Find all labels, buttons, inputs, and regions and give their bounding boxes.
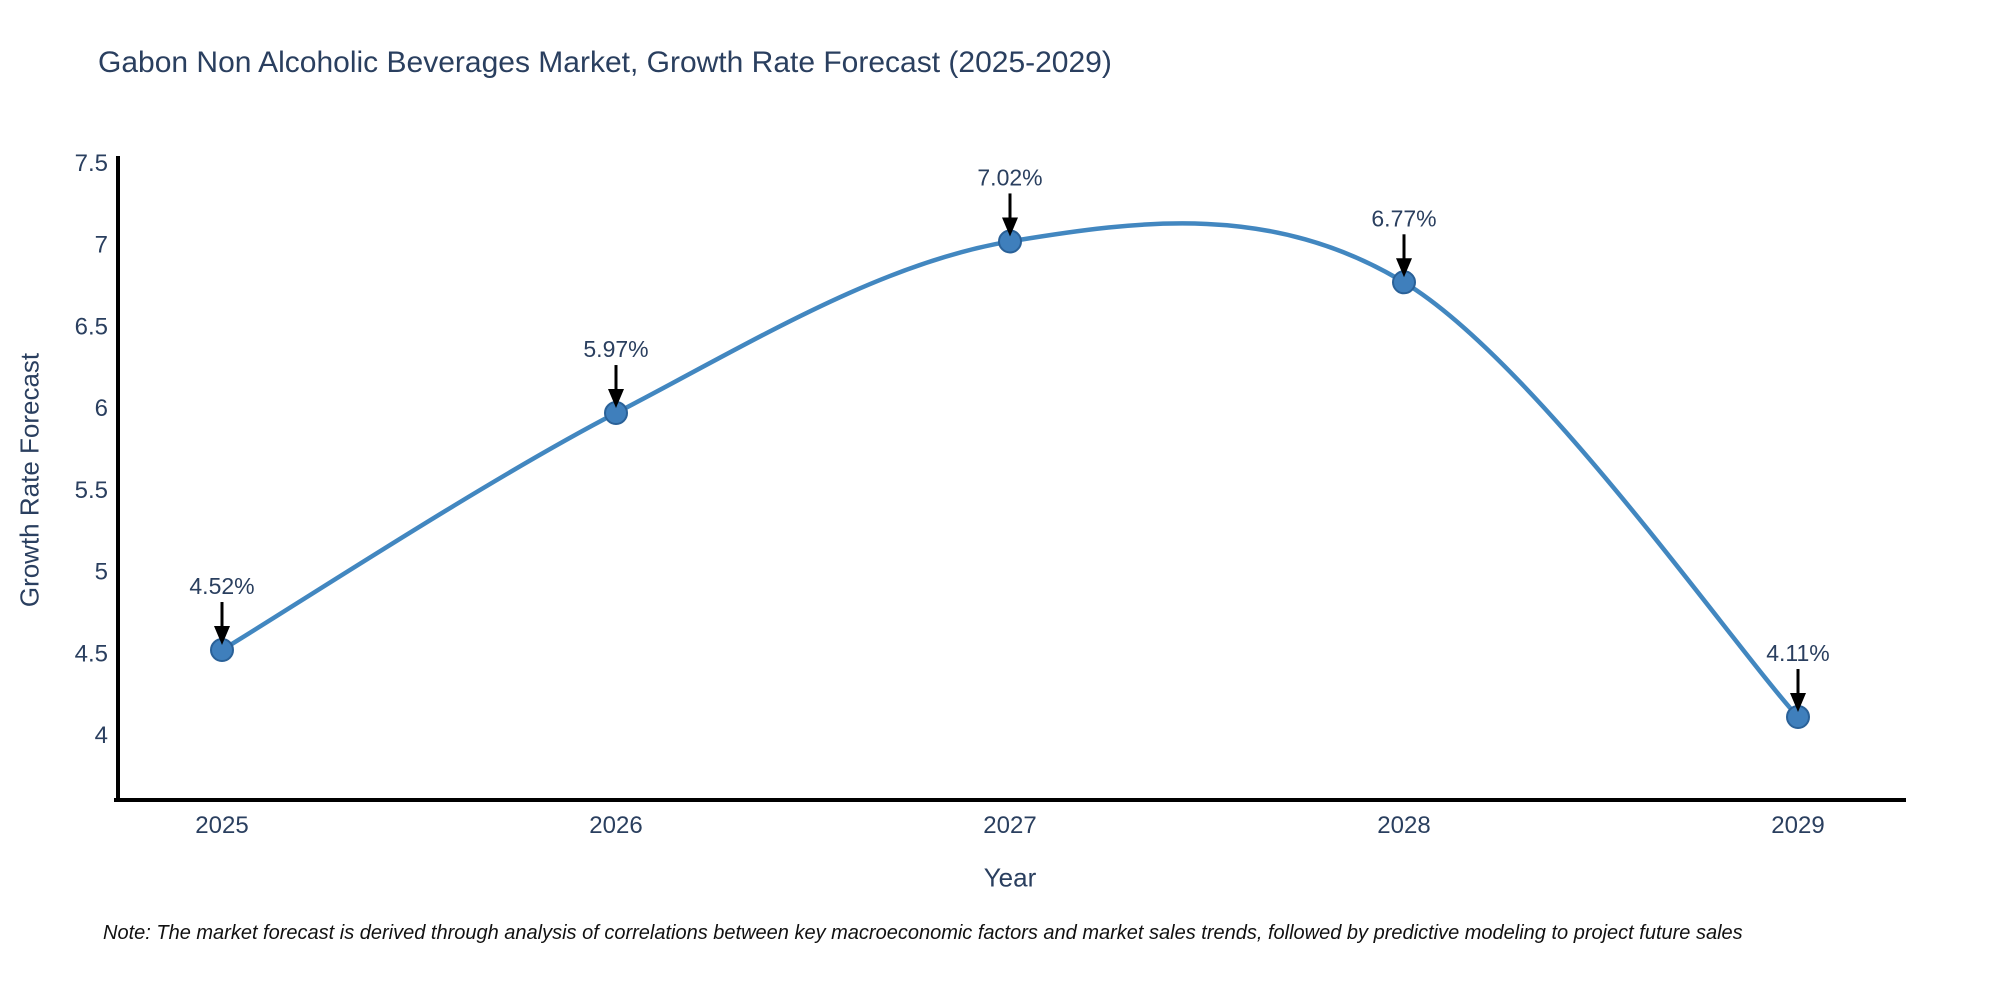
y-tick-label: 5 — [95, 559, 108, 586]
annotation-arrowhead — [214, 626, 230, 646]
point-annotation-label: 5.97% — [583, 336, 648, 362]
x-tick-label: 2026 — [589, 812, 642, 839]
x-tick-label: 2027 — [983, 812, 1036, 839]
y-tick-label: 5.5 — [75, 477, 108, 504]
y-tick-label: 4 — [95, 722, 108, 749]
annotation-arrowhead — [608, 389, 624, 409]
point-annotation-label: 7.02% — [977, 164, 1042, 190]
point-annotation-label: 4.11% — [1766, 640, 1830, 666]
x-tick-label: 2025 — [195, 812, 248, 839]
y-tick-label: 7.5 — [75, 150, 108, 177]
y-tick-label: 7 — [95, 232, 108, 259]
x-axis-label: Year — [983, 862, 1037, 893]
annotation-arrowhead — [1002, 217, 1018, 237]
point-annotation-label: 4.52% — [189, 573, 254, 599]
y-tick-label: 6.5 — [75, 313, 108, 340]
y-tick-label: 6 — [95, 395, 108, 422]
y-tick-label: 4.5 — [75, 640, 108, 667]
x-tick-label: 2028 — [1377, 812, 1430, 839]
point-annotation-label: 6.77% — [1371, 205, 1436, 231]
annotation-arrowhead — [1396, 258, 1412, 278]
annotation-arrowhead — [1790, 693, 1806, 713]
chart-title: Gabon Non Alcoholic Beverages Market, Gr… — [98, 46, 1112, 79]
x-tick-label: 2029 — [1771, 812, 1824, 839]
forecast-spline-path — [220, 221, 1800, 719]
footnote: Note: The market forecast is derived thr… — [103, 922, 1743, 944]
